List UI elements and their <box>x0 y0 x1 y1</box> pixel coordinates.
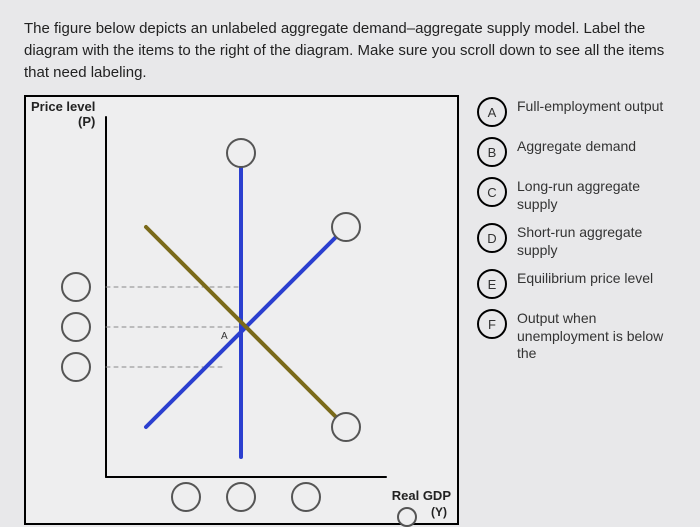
legend-label: Short-run aggregate supply <box>517 223 676 259</box>
legend-panel: A Full-employment output B Aggregate demand… <box>477 95 676 363</box>
legend-letter-circle[interactable]: D <box>477 223 507 253</box>
legend-letter-circle[interactable]: C <box>477 177 507 207</box>
content-row: Price level (P) A Real GDP (Y) A Full-emp… <box>24 95 676 525</box>
instruction-text: The figure below depicts an unlabeled ag… <box>24 18 676 83</box>
legend-item[interactable]: C Long-run aggregate supply <box>477 177 676 213</box>
diagram-box: Price level (P) A Real GDP (Y) <box>24 95 459 525</box>
legend-label: Output when unemployment is below the <box>517 309 676 363</box>
x-axis-label: Real GDP <box>392 488 451 503</box>
legend-label: Equilibrium price level <box>517 269 653 288</box>
legend-item[interactable]: B Aggregate demand <box>477 137 676 167</box>
diagram-svg <box>26 97 461 527</box>
legend-item[interactable]: A Full-employment output <box>477 97 676 127</box>
legend-item[interactable]: F Output when unemployment is below the <box>477 309 676 363</box>
x-axis-sub: (Y) <box>431 505 447 519</box>
legend-letter-circle[interactable]: B <box>477 137 507 167</box>
intersection-label: A <box>221 331 228 342</box>
legend-letter-circle[interactable]: F <box>477 309 507 339</box>
legend-letter-circle[interactable]: E <box>477 269 507 299</box>
legend-label: Aggregate demand <box>517 137 636 156</box>
legend-label: Long-run aggregate supply <box>517 177 676 213</box>
legend-label: Full-employment output <box>517 97 663 116</box>
legend-item[interactable]: D Short-run aggregate supply <box>477 223 676 259</box>
legend-letter-circle[interactable]: A <box>477 97 507 127</box>
legend-item[interactable]: E Equilibrium price level <box>477 269 676 299</box>
